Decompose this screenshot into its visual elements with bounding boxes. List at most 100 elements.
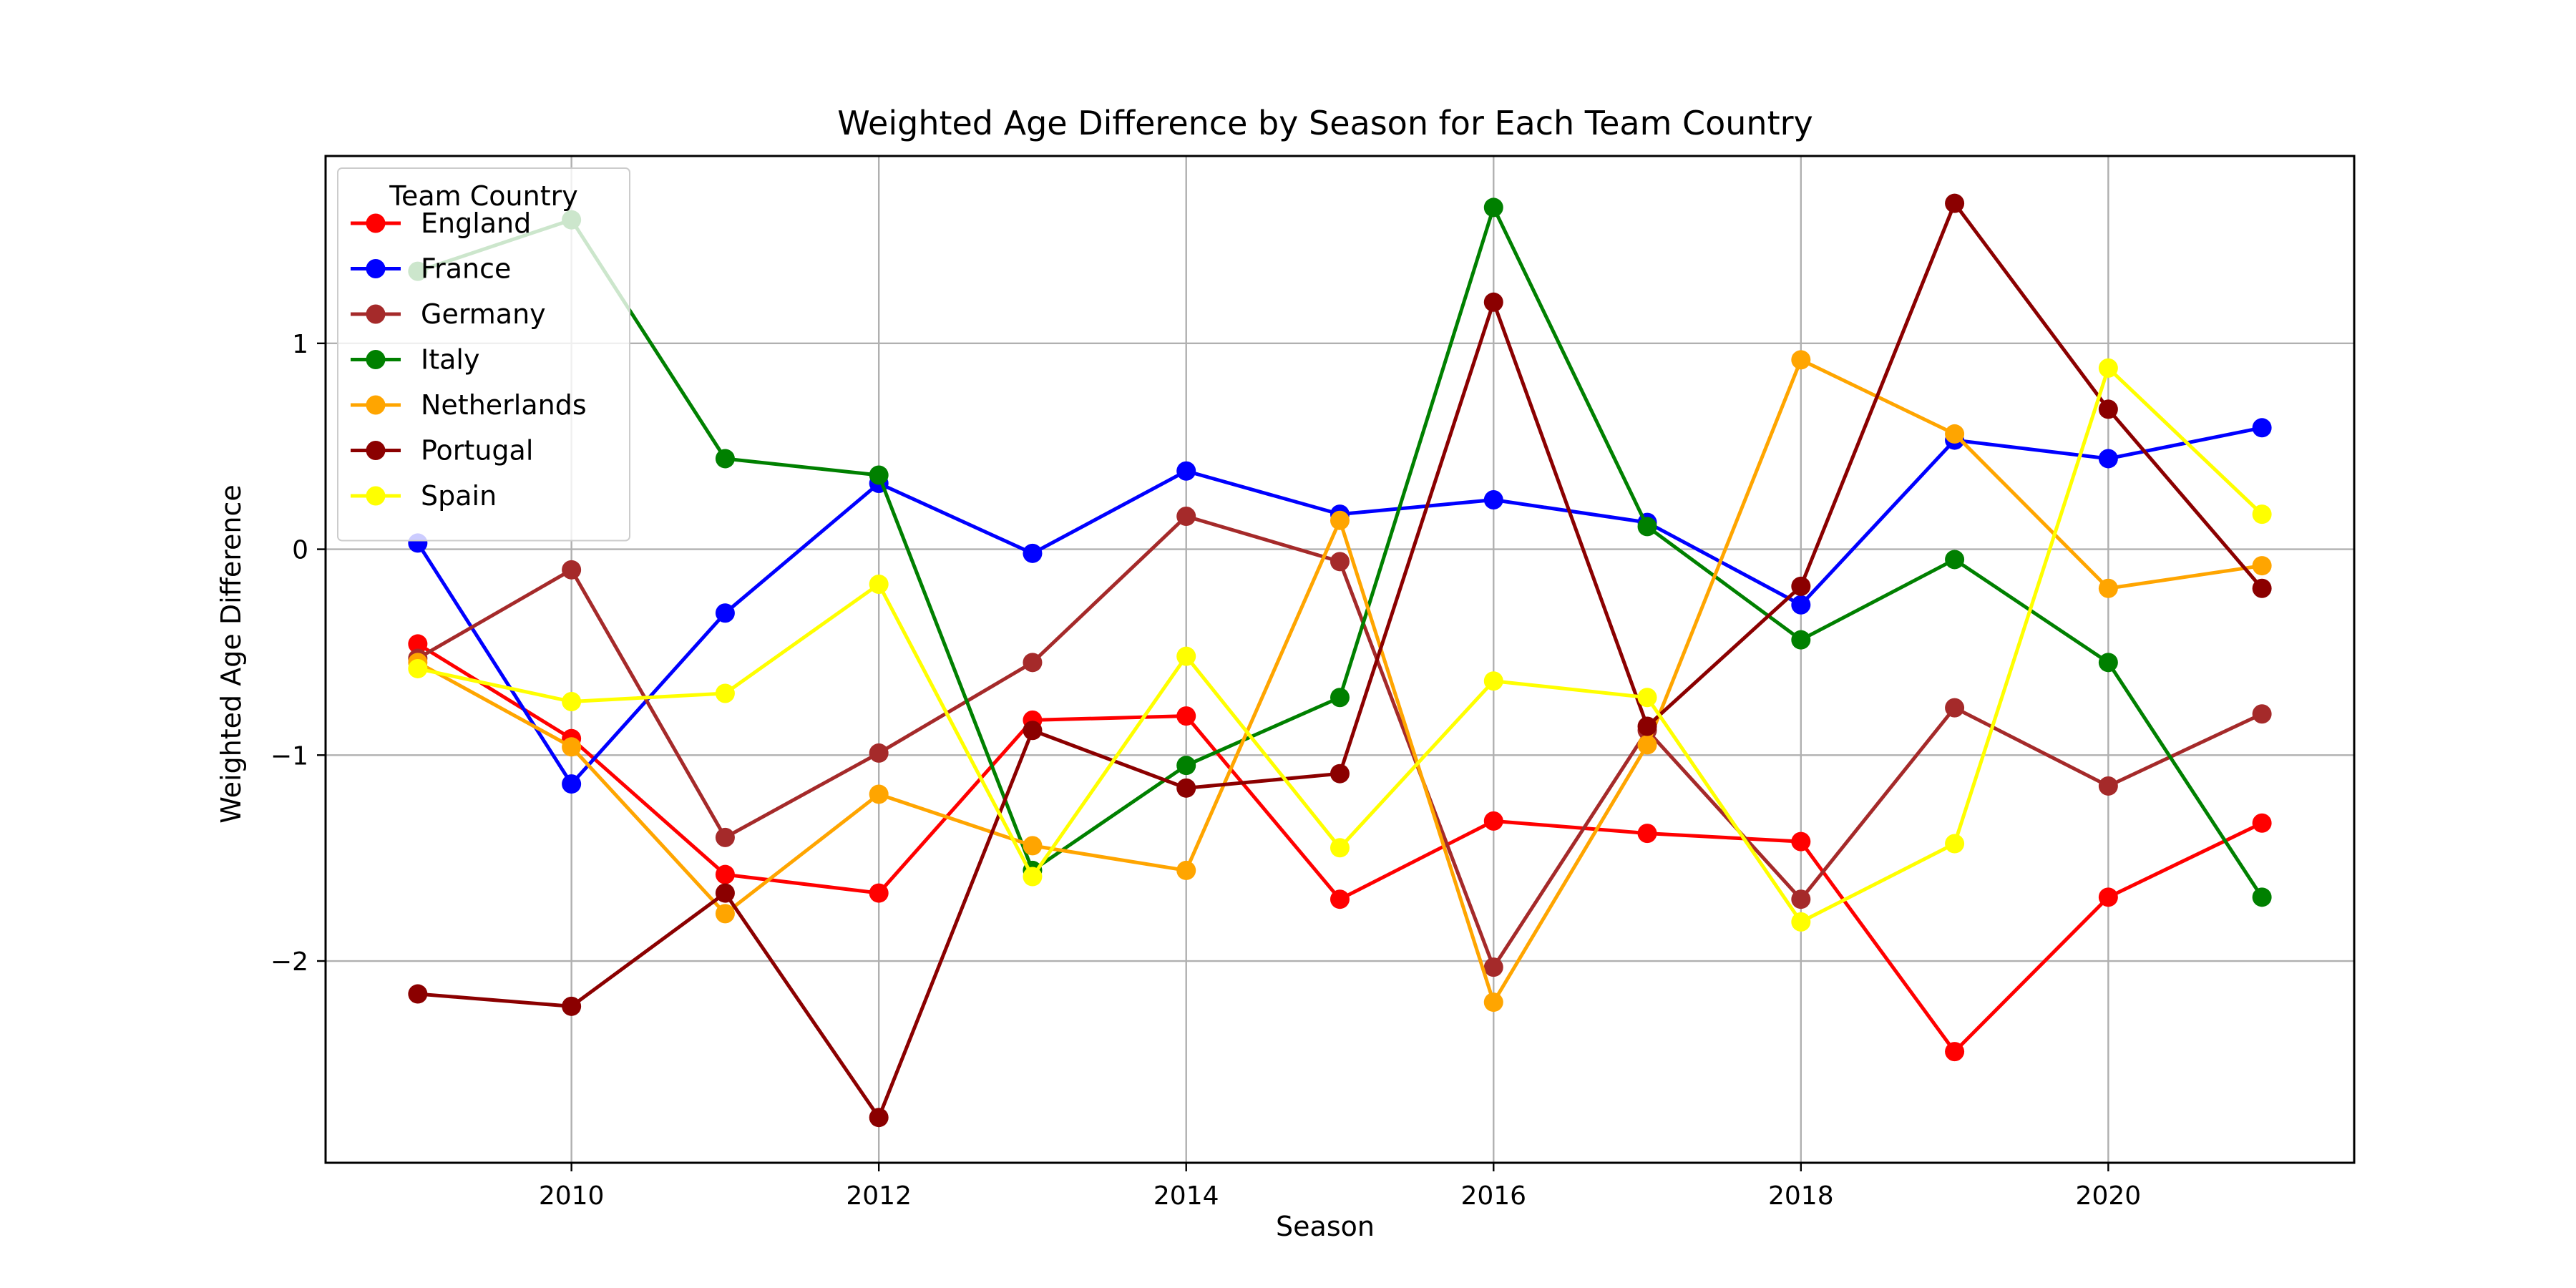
data-point [2098, 578, 2118, 598]
data-point [715, 864, 735, 884]
data-point [2098, 399, 2118, 419]
data-point [1176, 646, 1196, 666]
legend-items: England France Germany Italy Netherlands Port… [351, 208, 587, 512]
data-point [869, 784, 889, 804]
data-point [1176, 756, 1196, 776]
legend-item-england: England [351, 208, 531, 239]
data-point [1637, 517, 1657, 537]
data-point [1023, 867, 1043, 887]
data-point [2252, 504, 2272, 525]
series-england [408, 634, 2272, 1062]
data-point [2252, 813, 2272, 833]
legend-label: Germany [421, 298, 546, 330]
legend-swatch-marker [366, 213, 386, 233]
x-tick-label: 2016 [1460, 1181, 1526, 1211]
data-point [2098, 776, 2118, 796]
data-point [562, 691, 582, 711]
x-tick-label: 2018 [1768, 1181, 1834, 1211]
data-point [562, 737, 582, 757]
legend-swatch-marker [366, 395, 386, 415]
data-point [408, 984, 428, 1004]
data-point [1945, 834, 1965, 854]
chart-title: Weighted Age Difference by Season for Ea… [837, 104, 1813, 142]
data-point [715, 683, 735, 703]
data-point [1791, 595, 1811, 615]
x-tick-label: 2020 [2076, 1181, 2142, 1211]
data-point [1637, 716, 1657, 736]
data-point [1023, 721, 1043, 741]
y-tick-label: −2 [270, 947, 308, 977]
data-point [869, 574, 889, 594]
data-point [715, 827, 735, 847]
legend-item-italy: Italy [351, 344, 479, 376]
data-point [1483, 671, 1503, 691]
data-point [869, 465, 889, 485]
data-point [1330, 688, 1350, 708]
data-point [2252, 704, 2272, 724]
data-point [1791, 912, 1811, 932]
data-point [1791, 889, 1811, 909]
data-point [1176, 706, 1196, 726]
y-tick-label: −1 [270, 741, 308, 771]
y-tick-label: 1 [292, 330, 308, 359]
x-tick-label: 2014 [1153, 1181, 1219, 1211]
data-point [1483, 957, 1503, 977]
data-point [1023, 543, 1043, 563]
data-point [1023, 836, 1043, 856]
legend-label: Netherlands [421, 389, 587, 421]
data-point [2098, 887, 2118, 907]
data-point [715, 603, 735, 623]
data-point [408, 658, 428, 678]
x-axis-label: Season [1276, 1211, 1375, 1242]
data-point [562, 996, 582, 1016]
data-point [1483, 197, 1503, 218]
data-point [1330, 763, 1350, 784]
data-point [2098, 449, 2118, 469]
data-point [715, 904, 735, 924]
series-layer [408, 193, 2272, 1128]
data-point [1330, 510, 1350, 530]
data-point [1330, 838, 1350, 858]
legend-item-spain: Spain [351, 480, 497, 512]
data-point [1637, 735, 1657, 755]
data-point [1483, 992, 1503, 1013]
x-tick-label: 2010 [539, 1181, 605, 1211]
legend-box [337, 167, 630, 542]
data-point [869, 1108, 889, 1128]
data-point [2098, 358, 2118, 378]
legend-title: Team Country [389, 180, 577, 212]
legend-label: England [421, 208, 531, 239]
data-point [1176, 461, 1196, 481]
data-point [1483, 811, 1503, 831]
data-point [1791, 831, 1811, 852]
data-point [1945, 1042, 1965, 1062]
data-point [1945, 424, 1965, 444]
legend-swatch-marker [366, 259, 386, 278]
data-point [1791, 350, 1811, 370]
data-point [1483, 490, 1503, 510]
data-point [2252, 418, 2272, 438]
data-point [715, 883, 735, 903]
y-tick-label: 0 [292, 536, 308, 565]
legend-label: Italy [421, 344, 479, 376]
series-spain [408, 358, 2272, 932]
data-point [1176, 778, 1196, 798]
x-tick-label: 2012 [846, 1181, 912, 1211]
data-point [1176, 860, 1196, 880]
plot-frame [324, 155, 2356, 1164]
data-point [1945, 550, 1965, 570]
legend-swatch-marker [366, 350, 386, 369]
legend-swatch-marker [366, 441, 386, 460]
legend-swatch-marker [366, 304, 386, 324]
data-point [2252, 887, 2272, 907]
data-point [562, 774, 582, 794]
data-point [408, 634, 428, 654]
legend-label: France [421, 253, 511, 285]
data-point [1330, 552, 1350, 572]
legend-label: Spain [421, 480, 497, 512]
series-portugal [408, 193, 2272, 1128]
data-point [1330, 889, 1350, 909]
data-point [2252, 556, 2272, 576]
